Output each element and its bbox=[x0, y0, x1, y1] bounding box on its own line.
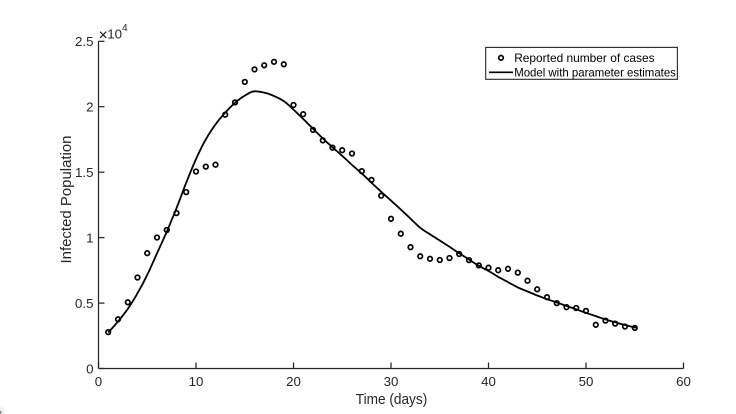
svg-text:10: 10 bbox=[189, 374, 204, 389]
svg-text:2.5: 2.5 bbox=[75, 34, 94, 49]
svg-text:30: 30 bbox=[384, 374, 399, 389]
svg-text:Infected Population: Infected Population bbox=[59, 136, 75, 264]
svg-text:Model with parameter estimates: Model with parameter estimates bbox=[514, 65, 676, 79]
svg-text:Reported number of cases: Reported number of cases bbox=[514, 51, 654, 65]
svg-text:20: 20 bbox=[286, 374, 301, 389]
svg-text:0: 0 bbox=[95, 374, 102, 389]
svg-text:Time (days): Time (days) bbox=[356, 392, 428, 408]
svg-text:1: 1 bbox=[86, 230, 93, 245]
svg-text:1.5: 1.5 bbox=[75, 165, 94, 180]
svg-text:2: 2 bbox=[86, 100, 93, 115]
svg-text:0.5: 0.5 bbox=[75, 296, 94, 311]
svg-text:40: 40 bbox=[481, 374, 496, 389]
svg-text:0: 0 bbox=[86, 361, 93, 376]
svg-text:60: 60 bbox=[676, 374, 691, 389]
svg-text:50: 50 bbox=[579, 374, 594, 389]
